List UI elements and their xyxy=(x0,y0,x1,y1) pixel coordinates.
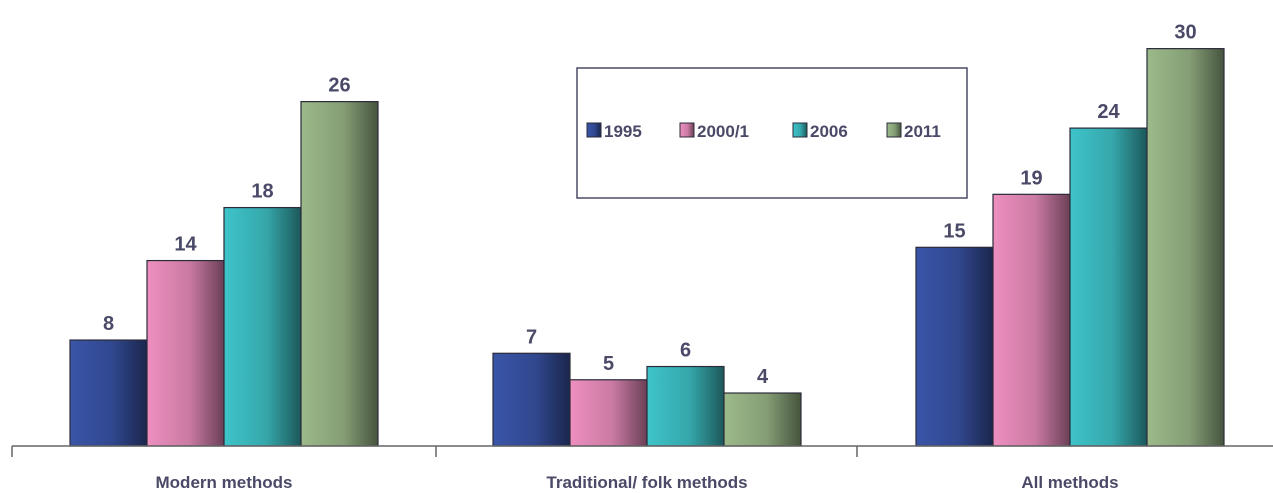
data-label: 24 xyxy=(1097,101,1120,123)
bar xyxy=(723,392,802,447)
bar xyxy=(646,365,725,447)
bars-layer xyxy=(69,48,1225,447)
bar xyxy=(1069,127,1148,447)
legend-label: 2011 xyxy=(904,122,941,141)
bar xyxy=(300,101,379,447)
data-label: 14 xyxy=(174,234,197,256)
category-label: Modern methods xyxy=(156,473,293,492)
value-labels-layer: 8 14 18 26 7 5 6 4 15 19 24 30 xyxy=(103,22,1197,388)
legend-swatch xyxy=(792,122,808,138)
bar xyxy=(992,193,1071,447)
legend-swatch xyxy=(886,122,902,138)
data-label: 18 xyxy=(251,181,273,203)
category-label: Traditional/ folk methods xyxy=(546,473,747,492)
bar xyxy=(915,246,994,447)
legend-swatch xyxy=(679,122,695,138)
category-label: All methods xyxy=(1021,473,1118,492)
data-label: 4 xyxy=(757,366,769,388)
legend-label: 2006 xyxy=(810,122,848,141)
legend-label: 1995 xyxy=(604,122,642,141)
bar xyxy=(569,379,648,447)
data-label: 6 xyxy=(680,340,691,362)
x-axis xyxy=(11,445,1273,457)
legend-swatch xyxy=(586,122,602,138)
bar xyxy=(492,352,571,447)
legend: 1995 2000/1 2006 2011 xyxy=(576,67,968,199)
category-labels: Modern methods Traditional/ folk methods A… xyxy=(156,473,1119,492)
data-label: 30 xyxy=(1174,22,1196,44)
bar xyxy=(69,339,148,447)
data-label: 26 xyxy=(328,75,350,97)
bar xyxy=(146,259,225,447)
data-label: 15 xyxy=(943,220,965,242)
data-label: 7 xyxy=(526,326,537,348)
data-label: 19 xyxy=(1020,167,1042,189)
legend-box xyxy=(576,67,968,199)
legend-label: 2000/1 xyxy=(697,122,749,141)
bar xyxy=(223,206,302,447)
data-label: 8 xyxy=(103,313,114,335)
bar xyxy=(1146,48,1225,447)
data-label: 5 xyxy=(603,353,614,375)
